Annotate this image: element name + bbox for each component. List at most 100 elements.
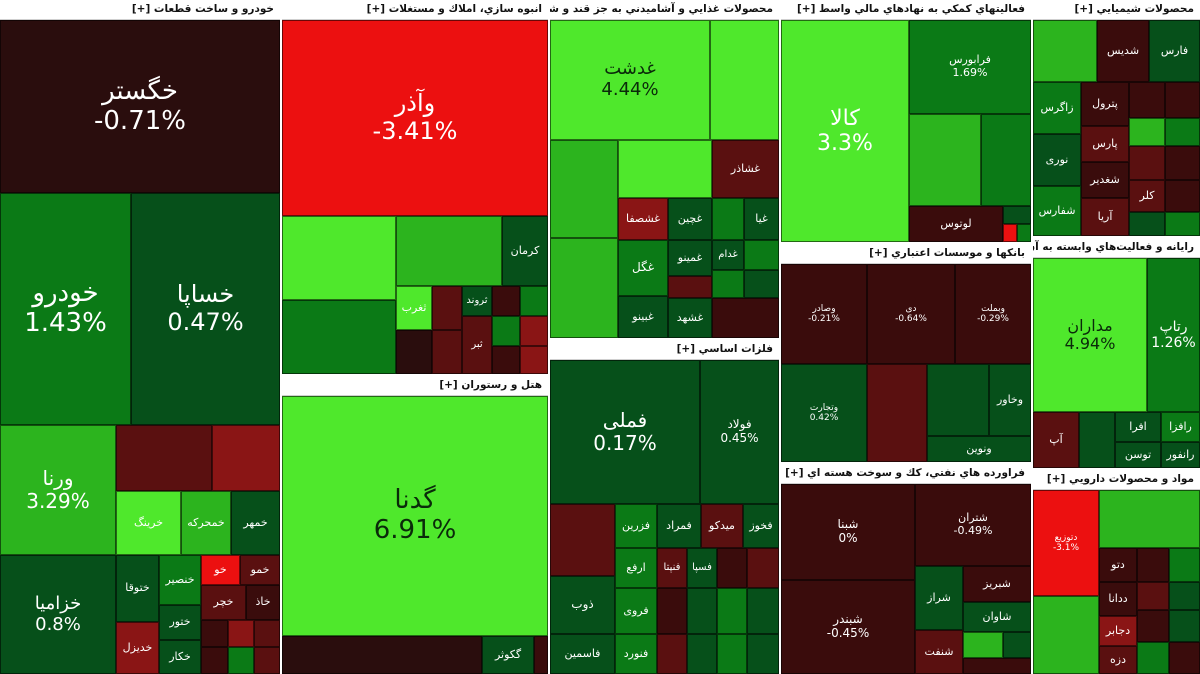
sector-header-hotel[interactable]: هتل و رستوران [+] — [282, 376, 548, 396]
tile-construction-f[interactable] — [520, 286, 548, 316]
tile-arfa[interactable]: ارفع — [615, 548, 657, 588]
tile-khaz[interactable]: خاذ — [246, 585, 280, 620]
tile-fmrad[interactable]: فمراد — [657, 504, 701, 548]
tile-chem-f[interactable] — [1129, 146, 1165, 180]
tile-vaazar[interactable]: وآذر -3.41% — [282, 20, 548, 216]
tile-kala[interactable]: کالا 3.3% — [781, 20, 909, 242]
sector-header-banks[interactable]: بانكها و موسسات اعتباري [+] — [781, 244, 1031, 264]
tile-ghshsafa[interactable]: غشصفا — [618, 198, 668, 240]
tile-pharma-b[interactable] — [1137, 548, 1169, 582]
tile-banks-a[interactable] — [867, 364, 927, 462]
sector-header-construction[interactable]: انبوه سازي، املاك و مستغلات [+] — [282, 0, 548, 20]
tile-chem-d[interactable] — [1129, 118, 1165, 146]
tile-construction-b[interactable] — [396, 216, 502, 286]
tile-ghshahd[interactable]: غشهد — [668, 298, 712, 338]
tile-metals-j[interactable] — [717, 634, 747, 674]
tile-chem-e[interactable] — [1165, 118, 1200, 146]
tile-ghminoo[interactable]: غمینو — [668, 240, 712, 276]
tile-pharma-f[interactable] — [1169, 582, 1200, 610]
tile-chem-i[interactable] — [1129, 212, 1165, 236]
sector-header-food[interactable]: محصولات غذايي و آشاميدني به جز قند و شكر… — [550, 0, 779, 20]
tile-metals-g[interactable] — [747, 588, 779, 634]
tile-gakoosar[interactable]: گکوثر — [482, 636, 534, 674]
tile-arya[interactable]: آریا — [1081, 198, 1129, 236]
tile-vtejarat[interactable]: وتجارت 0.42% — [781, 364, 867, 462]
tile-auto-small-5[interactable] — [254, 620, 280, 647]
tile-pharma-e[interactable] — [1137, 582, 1169, 610]
tile-fenta[interactable]: فنپتا — [657, 548, 687, 588]
tile-pharma-d[interactable] — [1033, 596, 1099, 674]
tile-noori[interactable]: نوری — [1033, 134, 1081, 186]
tile-food-a[interactable] — [710, 20, 779, 140]
tile-construction-e[interactable] — [492, 286, 520, 316]
tile-pars[interactable]: پارس — [1081, 126, 1129, 162]
tile-dtozi[interactable]: دتوزیع -3.1% — [1033, 490, 1099, 596]
sector-header-oil[interactable]: فراورده هاي نفتي، كك و سوخت هسته اي [+] — [781, 464, 1031, 484]
tile-zagros[interactable]: زاگرس — [1033, 82, 1081, 134]
tile-dtoo[interactable]: دتو — [1099, 548, 1137, 582]
tile-metals-c[interactable] — [747, 548, 779, 588]
tile-auto-small-3[interactable] — [201, 620, 228, 647]
tile-khkar[interactable]: خکار — [159, 640, 201, 674]
tile-metals-e[interactable] — [687, 588, 717, 634]
tile-ghshazar[interactable]: غشاذر — [712, 140, 779, 198]
sector-header-auto[interactable]: خودرو و ساخت قطعات [+] — [0, 0, 280, 20]
tile-chem-a[interactable] — [1033, 20, 1097, 82]
tile-food-h[interactable] — [668, 276, 712, 298]
tile-khchar[interactable]: خچر — [201, 585, 246, 620]
tile-food-i[interactable] — [712, 270, 744, 298]
tile-varena[interactable]: ورنا 3.29% — [0, 425, 116, 555]
tile-financial-b[interactable] — [981, 114, 1031, 206]
tile-petrol[interactable]: پترول — [1081, 82, 1129, 126]
tile-chem-c[interactable] — [1165, 82, 1200, 118]
tile-madaran[interactable]: مداران 4.94% — [1033, 258, 1147, 412]
tile-auto-small-4[interactable] — [228, 620, 254, 647]
tile-food-b[interactable] — [550, 140, 618, 238]
tile-construction-a[interactable] — [282, 216, 396, 300]
tile-ap[interactable]: آپ — [1033, 412, 1079, 468]
tile-shiraz[interactable]: شراز — [915, 566, 963, 630]
tile-pharma-h[interactable] — [1169, 610, 1200, 642]
tile-faraboors[interactable]: فرابورس 1.69% — [909, 20, 1031, 114]
tile-construction-d[interactable] — [432, 286, 462, 330]
tile-vsamar[interactable]: وصادر -0.21% — [781, 264, 867, 364]
tile-auto-small-6[interactable] — [201, 647, 228, 674]
tile-ghbinoo[interactable]: غبینو — [618, 296, 668, 338]
tile-toosan[interactable]: توسن — [1115, 442, 1161, 468]
tile-oil-c[interactable] — [963, 658, 1031, 674]
tile-famli[interactable]: فملی 0.17% — [550, 360, 700, 504]
tile-ghdam[interactable]: غدام — [712, 240, 744, 270]
tile-foolad[interactable]: فولاد 0.45% — [700, 360, 779, 504]
tile-food-g[interactable] — [744, 240, 779, 270]
tile-kler[interactable]: کلر — [1129, 180, 1165, 212]
tile-telecom-a[interactable] — [1079, 412, 1115, 468]
tile-khnasir[interactable]: خنصیر — [159, 555, 201, 605]
tile-financial-c[interactable] — [1003, 206, 1031, 224]
tile-construction-k[interactable] — [492, 346, 520, 374]
tile-metals-i[interactable] — [687, 634, 717, 674]
tile-ranfor[interactable]: رانفور — [1161, 442, 1200, 468]
tile-ghchin[interactable]: غچین — [668, 198, 712, 240]
tile-auto-small-7[interactable] — [228, 647, 254, 674]
tile-frovi[interactable]: فروی — [615, 588, 657, 634]
tile-khodro[interactable]: خودرو 1.43% — [0, 193, 131, 425]
tile-vmellat[interactable]: وبملت -0.29% — [955, 264, 1031, 364]
tile-shfat[interactable]: شنفت — [915, 630, 963, 674]
tile-shabna[interactable]: شبنا 0% — [781, 484, 915, 580]
tile-metals-a[interactable] — [550, 504, 615, 576]
tile-sarvand[interactable]: ثروند — [462, 286, 492, 316]
tile-construction-c[interactable] — [282, 300, 396, 374]
tile-financial-a[interactable] — [909, 114, 981, 206]
tile-fzarin[interactable]: فزرین — [615, 504, 657, 548]
sector-header-pharma[interactable]: مواد و محصولات دارويي [+] — [1033, 470, 1200, 490]
tile-dana[interactable]: ددانا — [1099, 582, 1137, 616]
tile-khmo[interactable]: خمو — [240, 555, 280, 585]
tile-vkhavar[interactable]: وخاور — [989, 364, 1031, 436]
tile-rafza[interactable]: رافزا — [1161, 412, 1200, 442]
tile-kerman[interactable]: کرمان — [502, 216, 548, 286]
tile-oil-b[interactable] — [1003, 632, 1031, 658]
tile-vnovin[interactable]: ونوین — [927, 436, 1031, 462]
tile-pharma-i[interactable] — [1137, 642, 1169, 674]
tile-construction-h[interactable] — [432, 330, 462, 374]
tile-shfars[interactable]: شفارس — [1033, 186, 1081, 236]
